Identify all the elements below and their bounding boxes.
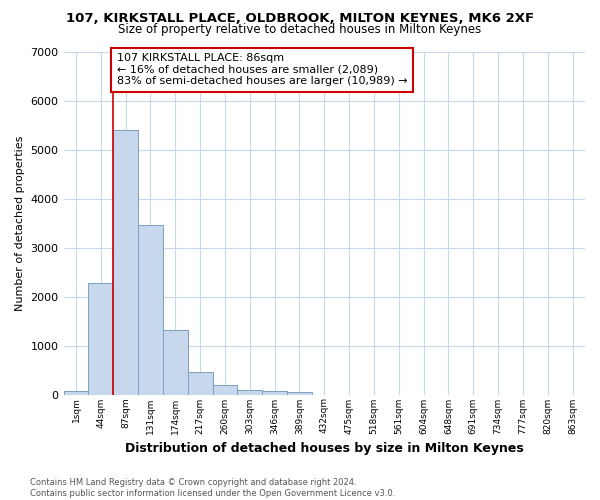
Bar [64, 391, 88, 394]
Bar [88, 283, 113, 395]
Text: Size of property relative to detached houses in Milton Keynes: Size of property relative to detached ho… [118, 22, 482, 36]
Y-axis label: Number of detached properties: Number of detached properties [15, 136, 25, 310]
Text: 107, KIRKSTALL PLACE, OLDBROOK, MILTON KEYNES, MK6 2XF: 107, KIRKSTALL PLACE, OLDBROOK, MILTON K… [66, 12, 534, 26]
Text: 107 KIRKSTALL PLACE: 86sqm
← 16% of detached houses are smaller (2,089)
83% of s: 107 KIRKSTALL PLACE: 86sqm ← 16% of deta… [117, 53, 407, 86]
Bar [163, 330, 188, 394]
Bar [188, 372, 212, 394]
Bar [238, 390, 262, 394]
Bar [138, 226, 163, 394]
Bar [212, 385, 238, 394]
Bar [262, 391, 287, 394]
Text: Contains HM Land Registry data © Crown copyright and database right 2024.
Contai: Contains HM Land Registry data © Crown c… [30, 478, 395, 498]
Bar [113, 130, 138, 394]
X-axis label: Distribution of detached houses by size in Milton Keynes: Distribution of detached houses by size … [125, 442, 524, 455]
Bar [287, 392, 312, 394]
